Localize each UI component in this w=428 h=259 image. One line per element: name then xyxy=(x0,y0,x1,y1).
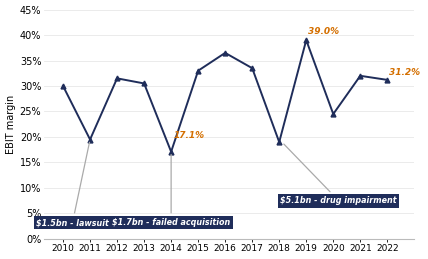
Text: $1.5bn - lawsuit: $1.5bn - lawsuit xyxy=(36,142,109,227)
Text: 39.0%: 39.0% xyxy=(308,27,339,36)
Text: 31.2%: 31.2% xyxy=(389,68,420,77)
Text: 17.1%: 17.1% xyxy=(174,131,205,140)
Y-axis label: EBIT margin: EBIT margin xyxy=(6,95,15,154)
Text: $1.7bn - failed acquisition: $1.7bn - failed acquisition xyxy=(112,155,230,227)
Text: $5.1bn - drug impairment: $5.1bn - drug impairment xyxy=(280,144,397,205)
